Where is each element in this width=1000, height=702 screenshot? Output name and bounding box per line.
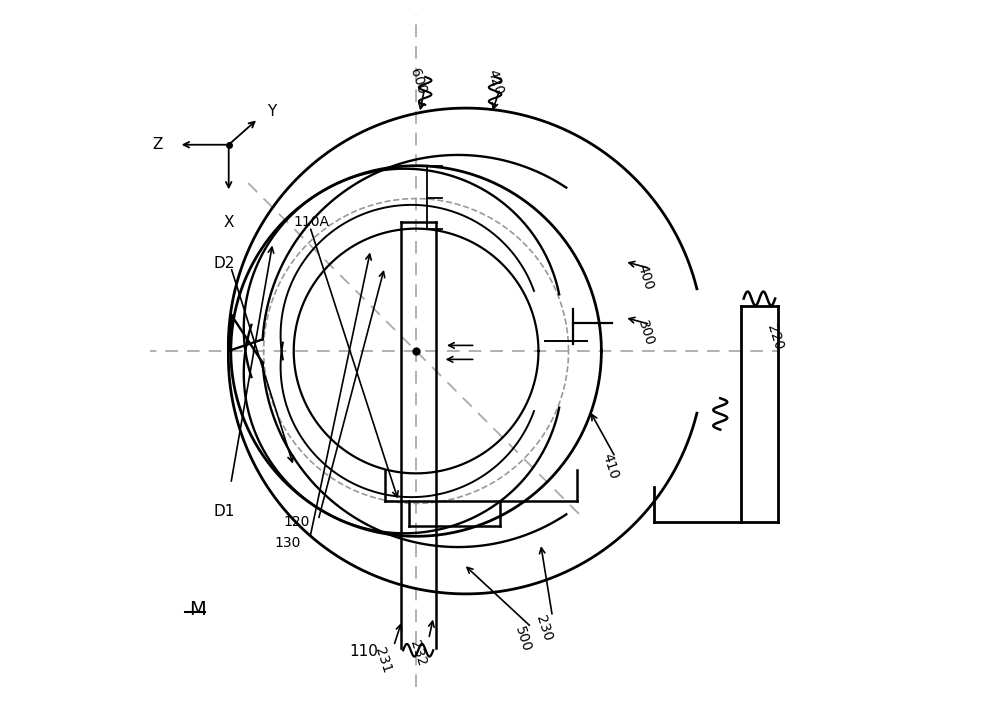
Text: 120: 120 [283,515,310,529]
Text: D2: D2 [213,256,235,271]
Text: 420: 420 [484,67,506,96]
Text: 232: 232 [407,638,429,668]
Text: X: X [223,215,234,230]
Text: 110: 110 [349,644,378,659]
Text: Z: Z [153,137,163,152]
Text: 231: 231 [372,645,394,675]
Text: 130: 130 [274,536,301,550]
Text: M: M [189,600,206,619]
Text: 400: 400 [635,263,656,292]
Text: 220: 220 [764,322,786,352]
Text: 300: 300 [635,319,656,348]
Text: Y: Y [268,104,277,119]
Text: 230: 230 [533,614,555,643]
Text: 110A: 110A [294,215,330,229]
Text: D1: D1 [213,504,235,519]
Text: 410: 410 [600,451,621,481]
Text: 500: 500 [512,625,534,654]
Text: 600: 600 [407,67,429,96]
